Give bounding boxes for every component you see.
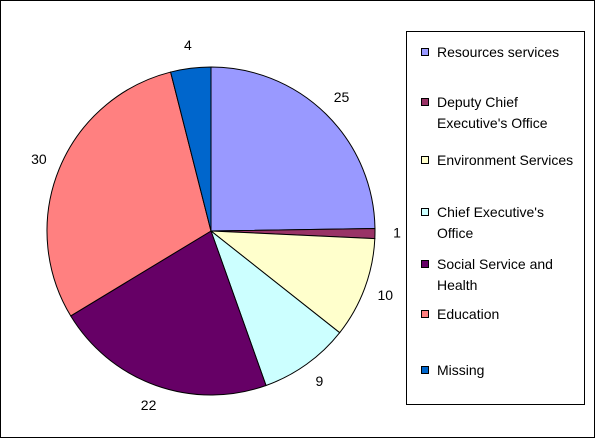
legend-label: Environment Services: [437, 152, 574, 168]
legend: Resources services Deputy Chief Executive…: [406, 31, 585, 405]
data-label: 30: [31, 151, 47, 167]
pie-slice: [170, 66, 212, 232]
data-label: 4: [184, 37, 192, 53]
legend-swatch: [421, 48, 429, 56]
pie-area: 25 1 10 9 22 30 4: [31, 37, 401, 413]
data-label: 10: [377, 287, 393, 303]
legend-swatch: [421, 366, 429, 374]
legend-swatch: [421, 156, 429, 164]
legend-label: Missing: [437, 362, 485, 378]
legend-label: Education: [437, 306, 500, 322]
legend-swatch: [421, 98, 429, 106]
data-label: 9: [315, 373, 323, 389]
pie-slice: [70, 230, 267, 396]
pie-slice: [210, 66, 376, 232]
legend-label: Deputy Chief Executive's Office: [437, 94, 548, 131]
data-label: 25: [334, 89, 350, 105]
data-label: 22: [141, 397, 157, 413]
pie-slice: [209, 230, 376, 334]
pie-slice: [209, 229, 341, 387]
legend-swatch: [421, 208, 429, 216]
legend-swatch: [421, 310, 429, 318]
data-label: 1: [393, 225, 401, 241]
legend-label: Chief Executive's Office: [437, 204, 544, 241]
legend-label: Resources services: [437, 44, 560, 60]
pie-slice: [46, 71, 212, 317]
legend-swatch: [421, 260, 429, 268]
legend-label: Social Service and Health: [437, 256, 553, 293]
